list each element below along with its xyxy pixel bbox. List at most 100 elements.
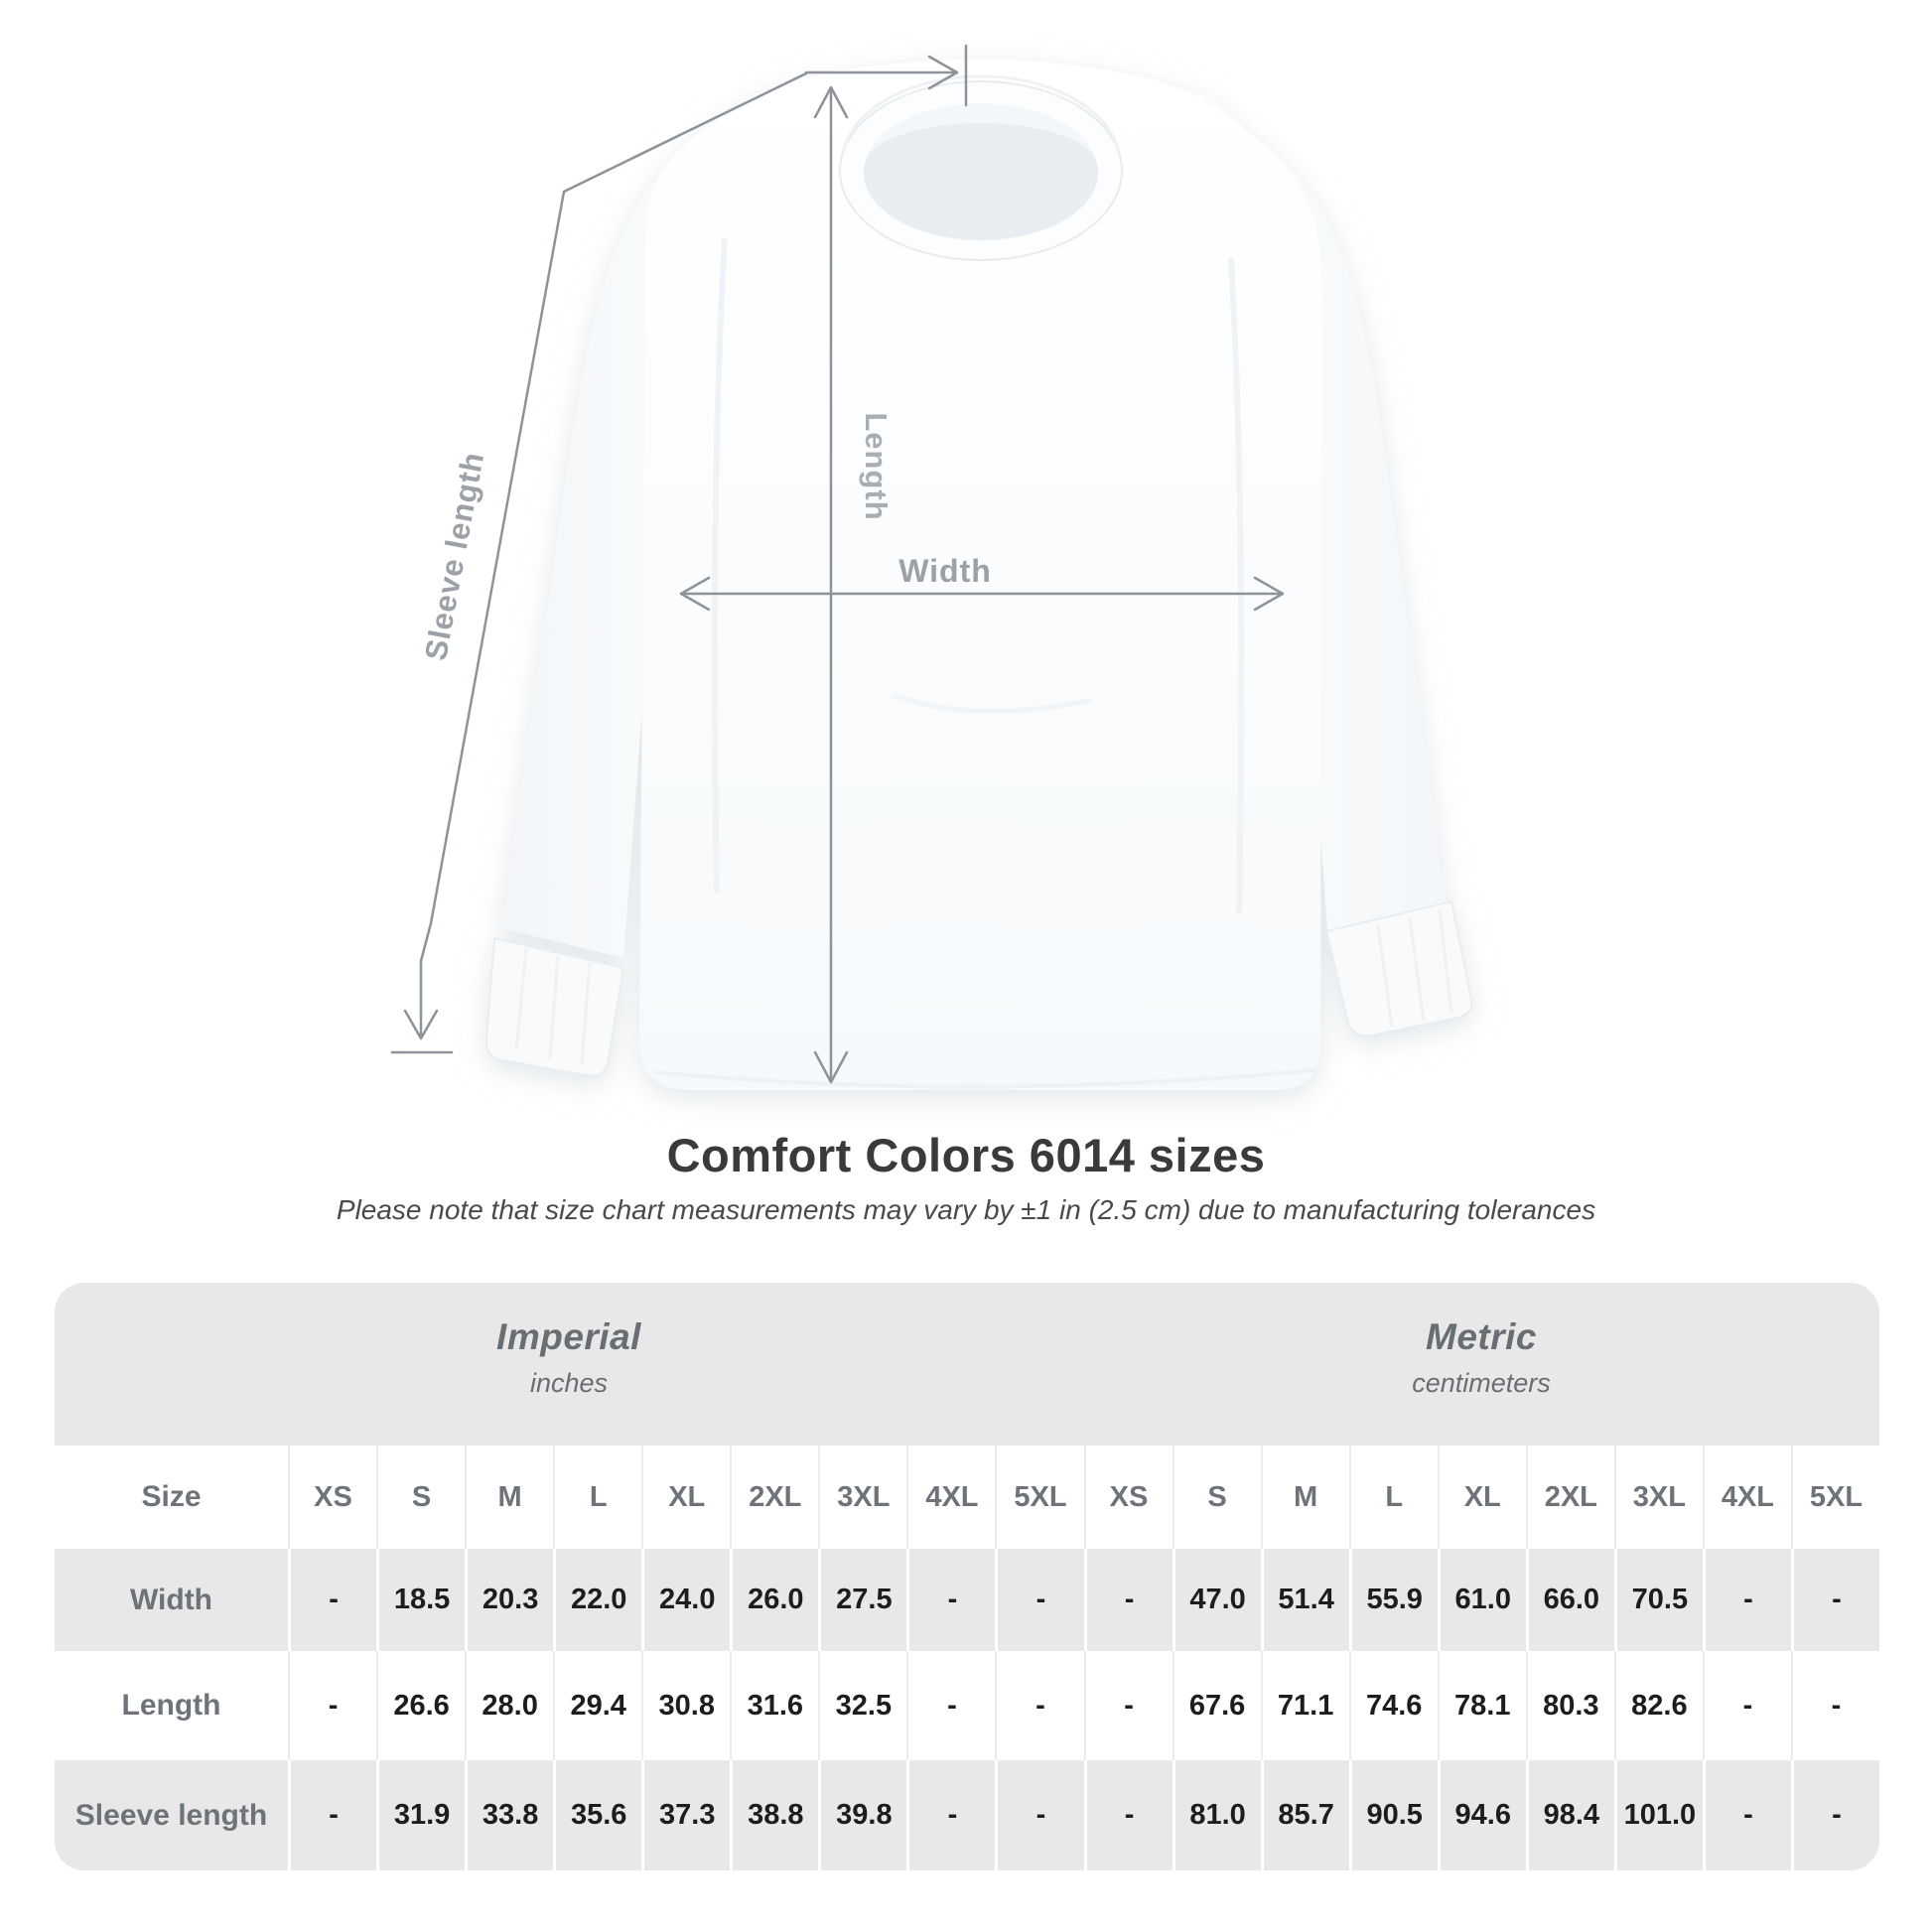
value-cell-metric: 66.0 <box>1525 1549 1614 1651</box>
value-cell-metric: 55.9 <box>1348 1549 1438 1651</box>
width-dimension-label: Width <box>898 553 992 589</box>
value-cell-metric: - <box>1790 1760 1879 1870</box>
size-header-metric: 5XL <box>1790 1446 1879 1549</box>
size-note: Please note that size chart measurements… <box>336 1194 1596 1225</box>
value-cell-metric: 61.0 <box>1437 1549 1526 1651</box>
value-cell-imperial: - <box>995 1549 1083 1651</box>
value-cell-metric: 67.6 <box>1172 1651 1261 1760</box>
value-cell-metric: 101.0 <box>1613 1760 1703 1870</box>
value-cell-metric: 47.0 <box>1172 1549 1261 1651</box>
size-header-imperial: XS <box>288 1446 376 1549</box>
value-cell-metric: - <box>1083 1651 1173 1760</box>
value-cell-imperial: - <box>288 1549 376 1651</box>
size-column-label: Size <box>141 1480 202 1513</box>
value-cell-metric: 98.4 <box>1525 1760 1614 1870</box>
size-header-metric: XL <box>1437 1446 1526 1549</box>
value-cell-imperial: - <box>906 1760 995 1870</box>
shoulder-top-arrow <box>804 44 968 107</box>
value-cell-imperial: 26.6 <box>376 1651 465 1760</box>
value-cell-metric: - <box>1702 1651 1791 1760</box>
size-header-metric: L <box>1348 1446 1438 1549</box>
metric-header: Metric centimeters <box>1083 1283 1879 1446</box>
size-header-imperial: 3XL <box>818 1446 906 1549</box>
imperial-header-unit: inches <box>529 1367 609 1398</box>
value-cell-metric: 82.6 <box>1613 1651 1703 1760</box>
size-header-metric: S <box>1172 1446 1261 1549</box>
value-cell-imperial: - <box>906 1549 995 1651</box>
value-cell-imperial: 31.9 <box>376 1760 465 1870</box>
sleeve-length-row: Sleeve length -31.9 33.8 35.6 37.3 38.8 39.8- -… <box>55 1760 1879 1870</box>
value-cell-metric: - <box>1083 1549 1173 1651</box>
shirt-left-sleeve <box>501 79 802 958</box>
width-dimension-line <box>679 576 1285 612</box>
sleeve-length-dimension-line <box>390 71 808 1054</box>
width-row: Width -18.5 20.3 22.0 24.0 26.0 27.5- - -47.0 51.… <box>55 1549 1879 1651</box>
imperial-header: Imperial inches <box>55 1283 1083 1446</box>
value-cell-metric: - <box>1702 1760 1791 1870</box>
size-header-metric: 4XL <box>1702 1446 1791 1549</box>
value-cell-metric: - <box>1790 1651 1879 1760</box>
value-cell-imperial: 27.5 <box>818 1549 906 1651</box>
value-cell-metric: - <box>1702 1549 1791 1651</box>
size-header-imperial: XL <box>641 1446 730 1549</box>
size-header-imperial: L <box>553 1446 641 1549</box>
value-cell-imperial: 31.6 <box>730 1651 818 1760</box>
value-cell-metric: - <box>1790 1549 1879 1651</box>
length-dimension-line <box>813 85 849 1084</box>
value-cell-imperial: - <box>995 1651 1083 1760</box>
value-cell-imperial: 37.3 <box>641 1760 730 1870</box>
size-header-imperial: 4XL <box>906 1446 995 1549</box>
value-cell-metric: 51.4 <box>1260 1549 1349 1651</box>
value-cell-imperial: - <box>288 1651 376 1760</box>
size-header-metric: 2XL <box>1525 1446 1614 1549</box>
value-cell-metric: 80.3 <box>1525 1651 1614 1760</box>
shirt-diagram: Length Width Sleeve length <box>390 44 1473 1090</box>
size-header-metric: 3XL <box>1613 1446 1703 1549</box>
size-table: Imperial inches Metric centimeters Size X… <box>55 1283 1879 1870</box>
length-row: Length -26.6 28.0 29.4 30.8 31.6 32.5- - -67.6 71… <box>55 1651 1879 1760</box>
value-cell-imperial: 35.6 <box>553 1760 641 1870</box>
value-cell-imperial: 30.8 <box>641 1651 730 1760</box>
metric-header-unit: centimeters <box>1412 1367 1551 1398</box>
value-cell-imperial: 38.8 <box>730 1760 818 1870</box>
size-header-imperial: M <box>465 1446 553 1549</box>
size-header-imperial: 2XL <box>730 1446 818 1549</box>
imperial-header-title: Imperial <box>496 1315 641 1357</box>
size-header-metric: M <box>1260 1446 1349 1549</box>
shirt-photo <box>484 59 1473 1090</box>
value-cell-imperial: 26.0 <box>730 1549 818 1651</box>
size-header-imperial: S <box>376 1446 465 1549</box>
value-cell-imperial: 33.8 <box>465 1760 553 1870</box>
page-title: Comfort Colors 6014 sizes <box>666 1129 1266 1181</box>
length-dimension-label: Length <box>859 412 894 520</box>
value-cell-metric: 94.6 <box>1437 1760 1526 1870</box>
value-cell-metric: 70.5 <box>1613 1549 1703 1651</box>
value-cell-imperial: 18.5 <box>376 1549 465 1651</box>
value-cell-imperial: - <box>288 1760 376 1870</box>
value-cell-imperial: 28.0 <box>465 1651 553 1760</box>
value-cell-metric: 85.7 <box>1260 1760 1349 1870</box>
value-cell-metric: 74.6 <box>1348 1651 1438 1760</box>
value-cell-imperial: 32.5 <box>818 1651 906 1760</box>
value-cell-imperial: 29.4 <box>553 1651 641 1760</box>
value-cell-imperial: - <box>995 1760 1083 1870</box>
value-cell-metric: 90.5 <box>1348 1760 1438 1870</box>
sleeve-length-dimension-label: Sleeve length <box>418 449 490 663</box>
row-label: Sleeve length <box>74 1798 268 1832</box>
value-cell-metric: 81.0 <box>1172 1760 1261 1870</box>
value-cell-metric: 71.1 <box>1260 1651 1349 1760</box>
value-cell-imperial: 22.0 <box>553 1549 641 1651</box>
row-label: Length <box>121 1689 221 1722</box>
shirt-right-cuff <box>1324 899 1473 1037</box>
metric-header-title: Metric <box>1426 1315 1537 1357</box>
shirt-right-sleeve <box>1157 81 1448 943</box>
size-header-imperial: 5XL <box>995 1446 1083 1549</box>
value-cell-metric: 78.1 <box>1437 1651 1526 1760</box>
value-cell-imperial: - <box>906 1651 995 1760</box>
value-cell-imperial: 20.3 <box>465 1549 553 1651</box>
value-cell-imperial: 39.8 <box>818 1760 906 1870</box>
value-cell-imperial: 24.0 <box>641 1549 730 1651</box>
unit-header-band: Imperial inches Metric centimeters <box>55 1283 1879 1446</box>
shirt-body <box>638 59 1323 1090</box>
row-label: Width <box>129 1583 213 1616</box>
